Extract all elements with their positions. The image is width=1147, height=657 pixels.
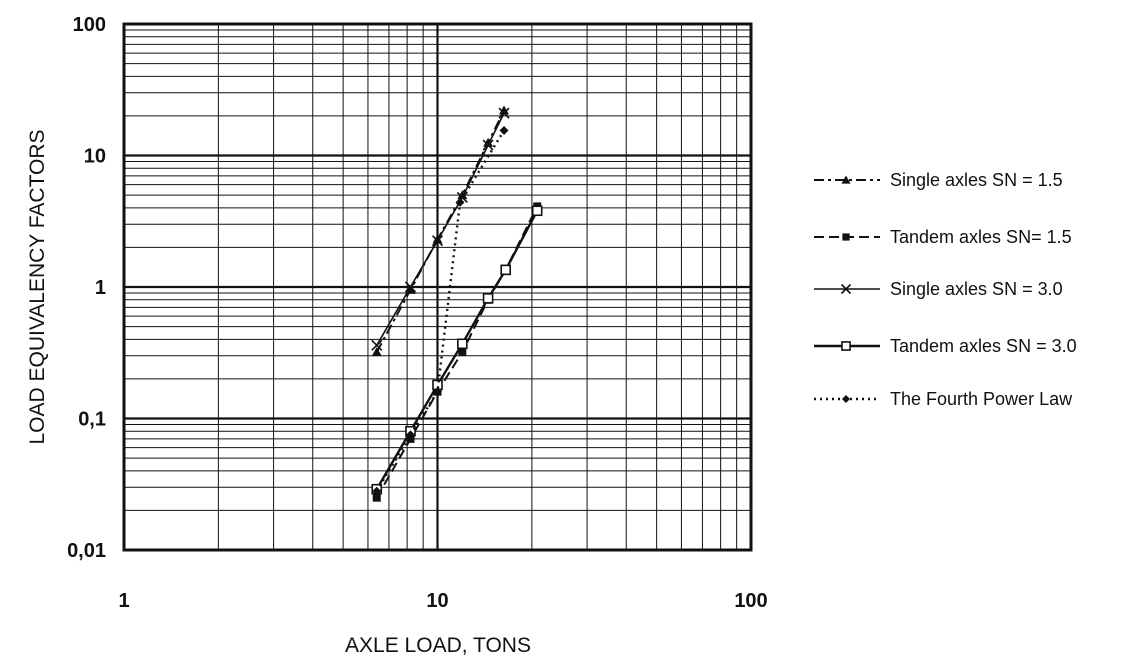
data-point — [841, 341, 851, 351]
x-tick-labels: 1 10 100 — [118, 590, 767, 612]
x-tick-label: 1 — [118, 590, 129, 612]
legend-label: Tandem axles SN= 1.5 — [890, 227, 1072, 247]
x-tick-label: 10 — [426, 590, 448, 612]
y-tick-label: 0,1 — [78, 409, 106, 431]
data-point — [499, 125, 509, 135]
data-point — [499, 105, 510, 115]
data-point — [372, 493, 381, 502]
legend: Single axles SN = 1.5 Tandem axles SN= 1.… — [814, 170, 1077, 409]
data-point — [371, 339, 383, 351]
series-3 — [371, 107, 510, 351]
legend-item: Tandem axles SN= 1.5 — [814, 227, 1072, 247]
y-tick-label: 100 — [73, 14, 106, 36]
legend-label: Single axles SN = 3.0 — [890, 279, 1063, 299]
y-tick-label: 10 — [84, 146, 106, 168]
data-point — [841, 394, 851, 404]
series-4 — [371, 205, 543, 495]
series-layer — [371, 105, 543, 502]
legend-item: Tandem axles SN = 3.0 — [814, 336, 1077, 356]
legend-label: The Fourth Power Law — [890, 389, 1073, 409]
grid — [124, 24, 751, 550]
data-point — [457, 338, 468, 350]
series-line — [375, 129, 506, 492]
y-tick-label: 0,01 — [67, 540, 106, 562]
data-point — [840, 283, 852, 295]
x-axis-title: AXLE LOAD, TONS — [345, 634, 531, 657]
y-axis-title: LOAD EQUIVALENCY FACTORS — [26, 129, 49, 444]
data-point — [482, 139, 494, 151]
data-point — [841, 175, 851, 184]
data-point — [500, 264, 511, 276]
data-point — [457, 190, 468, 200]
y-tick-label: 1 — [95, 277, 106, 299]
series-5 — [372, 125, 509, 496]
legend-label: Single axles SN = 1.5 — [890, 170, 1063, 190]
data-point — [842, 233, 850, 241]
data-point — [531, 205, 543, 217]
legend-item: Single axles SN = 1.5 — [814, 170, 1063, 190]
data-point — [483, 137, 494, 147]
data-point — [432, 234, 443, 244]
data-point — [458, 348, 467, 357]
legend-label: Tandem axles SN = 3.0 — [890, 336, 1077, 356]
y-tick-labels: 100 10 1 0,1 0,01 — [67, 14, 106, 562]
data-point — [372, 486, 382, 496]
data-point — [498, 107, 510, 119]
data-point — [371, 347, 382, 357]
series-line — [375, 110, 505, 353]
data-point — [431, 235, 444, 247]
plot-frame — [122, 22, 753, 552]
legend-item: Single axles SN = 3.0 — [814, 279, 1063, 299]
legend-item: The Fourth Power Law — [814, 389, 1073, 409]
data-point — [455, 197, 465, 207]
x-tick-label: 100 — [734, 590, 767, 612]
data-point — [482, 293, 494, 304]
data-point — [405, 430, 415, 440]
series-line — [376, 112, 505, 346]
data-point — [433, 387, 442, 397]
data-point — [404, 281, 417, 293]
